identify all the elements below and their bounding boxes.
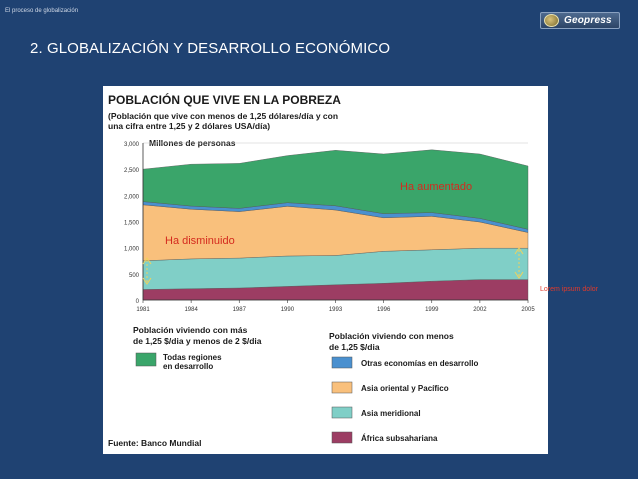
chart-subtitle-line-2: una cifra entre 1,25 y 2 dólares USA/día… xyxy=(108,121,270,131)
legend-label-asia-oriental: Asia oriental y Pacífico xyxy=(361,384,449,393)
legend-right-title-1: Población viviendo con menos xyxy=(329,331,454,341)
y-tick-label: 1,500 xyxy=(124,221,140,227)
globe-icon xyxy=(544,14,559,27)
poverty-chart: POBLACIÓN QUE VIVE EN LA POBREZA (Poblac… xyxy=(108,92,535,448)
y-tick-label: 2,500 xyxy=(124,168,140,174)
area-series-4 xyxy=(142,149,529,230)
x-tick-label: 1984 xyxy=(184,307,198,313)
y-tick-label: 0 xyxy=(136,299,140,305)
chart-subtitle-line-1: (Población que vive con menos de 1,25 dó… xyxy=(108,111,338,121)
chart-source: Fuente: Banco Mundial xyxy=(108,438,202,448)
legend-swatch-todas xyxy=(135,352,157,367)
y-tick-label: 1,000 xyxy=(124,247,140,253)
legend-label-asia-meridional: Asia meridional xyxy=(361,409,421,418)
x-tick-label: 2002 xyxy=(473,307,487,313)
legend-swatch-asia-oriental xyxy=(331,381,353,394)
annotation-increased: Ha aumentado xyxy=(400,181,472,193)
legend-left-title-1: Población viviendo con más xyxy=(133,325,248,335)
slide-title: 2. GLOBALIZACIÓN Y DESARROLLO ECONÓMICO xyxy=(30,40,391,57)
side-note: Lorem ipsum dolor xyxy=(540,286,598,293)
y-tick-label: 2,000 xyxy=(124,194,140,200)
legend-label-todas-2: en desarrollo xyxy=(163,362,213,371)
legend-label-africa: África subsahariana xyxy=(361,434,438,443)
x-tick-label: 1999 xyxy=(425,307,439,313)
x-tick-label: 1993 xyxy=(329,307,343,313)
legend-label-todas-1: Todas regiones xyxy=(163,353,222,362)
x-tick-label: 1987 xyxy=(233,307,247,313)
x-tick-label: 2005 xyxy=(521,307,535,313)
x-tick-label: 1990 xyxy=(281,307,295,313)
arrow-right xyxy=(514,247,524,279)
chart-title: POBLACIÓN QUE VIVE EN LA POBREZA xyxy=(108,92,341,107)
legend-swatch-otras xyxy=(331,356,353,369)
y-tick-label: 3,000 xyxy=(124,142,140,148)
annotation-decreased: Ha disminuido xyxy=(165,235,235,247)
section-label: El proceso de globalización xyxy=(5,8,79,14)
logo-text: Geopress xyxy=(564,15,612,26)
arrow-left xyxy=(142,257,152,285)
axes: 1981 1984 1987 1990 1993 1996 1999 2002 2005 xyxy=(136,143,535,313)
legend-left-title-2: de 1,25 $/dia y menos de 2 $/dia xyxy=(133,336,262,346)
legend-label-otras: Otras economías en desarrollo xyxy=(361,359,478,368)
chart-panel: POBLACIÓN QUE VIVE EN LA POBREZA (Poblac… xyxy=(103,86,548,454)
legend-swatch-africa xyxy=(331,431,353,444)
x-tick-label: 1996 xyxy=(377,307,391,313)
geopress-logo: Geopress xyxy=(540,12,620,29)
x-tick-label: 1981 xyxy=(136,307,150,313)
legend-swatch-asia-meridional xyxy=(331,406,353,419)
y-tick-label: 500 xyxy=(129,273,140,279)
legend-right-title-2: de 1,25 $/dia xyxy=(329,342,380,352)
area-layers xyxy=(142,149,529,301)
